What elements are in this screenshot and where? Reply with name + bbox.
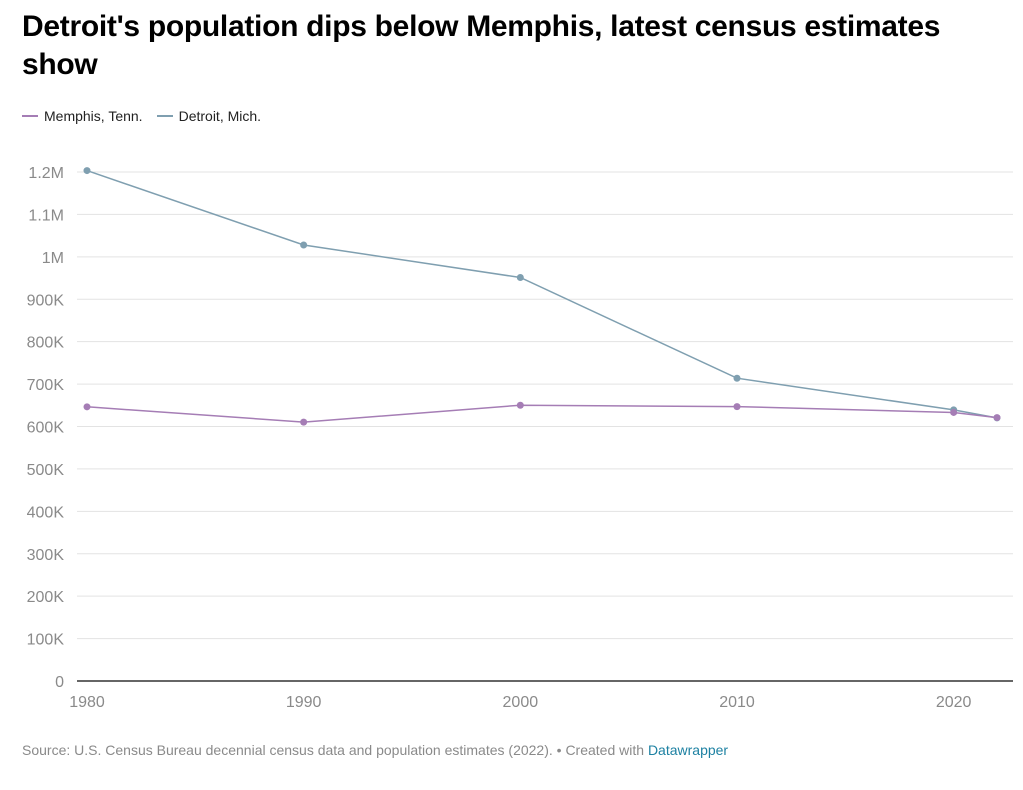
y-axis-ticks: 0 100K 200K 300K 400K 500K 600K 700K 800K 900K 1M 1… (27, 165, 65, 691)
x-tick-label: 2020 (936, 694, 972, 711)
data-point-detroit-1980 (83, 167, 91, 175)
source-note: Source: U.S. Census Bureau decennial cen… (22, 742, 648, 758)
y-tick-label: 600K (27, 420, 65, 437)
x-axis-ticks: 1980 1990 2000 2010 2020 (69, 694, 971, 711)
data-point-detroit-1990 (300, 241, 308, 249)
gridlines (77, 171, 1013, 682)
legend-label-memphis: Memphis, Tenn. (44, 108, 143, 124)
legend: Memphis, Tenn. Detroit, Mich. (22, 108, 275, 124)
data-point-detroit-2000 (516, 274, 524, 282)
data-point-memphis-1990 (300, 418, 308, 426)
y-tick-label: 200K (27, 589, 65, 606)
legend-swatch-detroit (156, 115, 173, 117)
y-tick-label: 400K (27, 504, 65, 521)
data-point-memphis-2010 (733, 403, 741, 411)
data-point-detroit-2010 (733, 374, 741, 382)
x-tick-label: 1980 (69, 694, 105, 711)
series-points (83, 167, 1001, 426)
y-tick-label: 800K (27, 335, 65, 352)
series-lines (86, 169, 998, 423)
y-tick-label: 900K (27, 292, 65, 309)
data-point-memphis-1980 (83, 403, 91, 411)
y-tick-label: 1M (42, 250, 64, 267)
footer: Source: U.S. Census Bureau decennial cen… (22, 742, 728, 758)
y-tick-label: 300K (27, 547, 65, 564)
y-tick-label: 1.1M (28, 207, 64, 224)
y-tick-label: 0 (55, 674, 64, 691)
series-line-memphis (86, 404, 998, 423)
data-point-memphis-2020 (950, 408, 958, 416)
legend-item-memphis: Memphis, Tenn. (22, 108, 143, 124)
y-tick-label: 100K (27, 632, 65, 649)
chart-title: Detroit's population dips below Memphis,… (22, 10, 941, 81)
series-line-detroit (86, 169, 998, 419)
x-tick-label: 2000 (503, 694, 539, 711)
y-tick-label: 1.2M (28, 165, 64, 182)
data-point-memphis-2000 (516, 401, 524, 409)
legend-label-detroit: Detroit, Mich. (178, 108, 262, 124)
y-tick-label: 700K (27, 377, 65, 394)
legend-swatch-memphis (22, 115, 38, 117)
datawrapper-link[interactable]: Datawrapper (647, 742, 729, 758)
legend-item-detroit: Detroit, Mich. (156, 108, 262, 124)
x-tick-label: 1990 (286, 694, 322, 711)
data-point-memphis-2022 (993, 414, 1001, 422)
y-tick-label: 500K (27, 462, 65, 479)
x-tick-label: 2010 (719, 694, 755, 711)
